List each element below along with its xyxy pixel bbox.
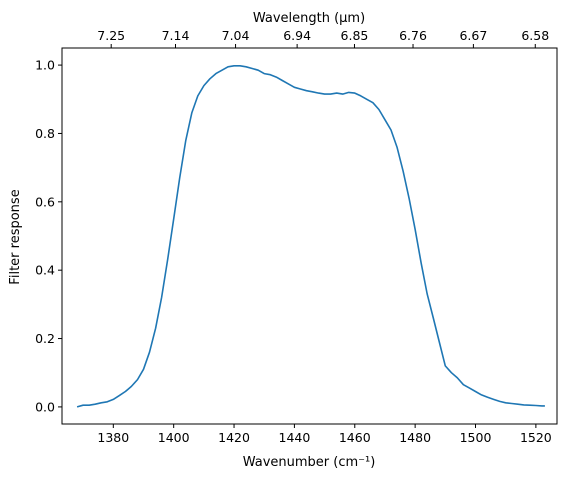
top-tick-label: 7.04 bbox=[222, 28, 250, 43]
y-axis: 0.0 0.2 0.4 0.6 0.8 1.0 bbox=[35, 58, 62, 414]
top-tick-label: 7.14 bbox=[162, 28, 190, 43]
curve-layer bbox=[76, 65, 545, 408]
x-tick-label: 1480 bbox=[399, 430, 431, 445]
bottom-x-axis: 1380 1400 1420 1440 1460 1480 1500 1520 bbox=[97, 424, 552, 445]
x-tick-label: 1500 bbox=[460, 430, 492, 445]
top-tick-label: 7.25 bbox=[97, 28, 125, 43]
filter-response-line bbox=[76, 65, 545, 408]
x-tick-label: 1460 bbox=[339, 430, 371, 445]
top-tick-label: 6.94 bbox=[283, 28, 311, 43]
top-x-axis: 7.25 7.14 7.04 6.94 6.85 6.76 6.67 6.58 bbox=[97, 28, 549, 48]
x-tick-label: 1440 bbox=[279, 430, 311, 445]
x-tick-label: 1400 bbox=[158, 430, 190, 445]
plot-frame bbox=[61, 47, 558, 425]
y-tick-label: 1.0 bbox=[35, 58, 55, 73]
y-tick-label: 0.4 bbox=[35, 263, 55, 278]
x-axis-title: Wavenumber (cm⁻¹) bbox=[243, 455, 376, 470]
y-tick-label: 0.8 bbox=[35, 126, 55, 141]
top-x-axis-title: Wavelength (μm) bbox=[253, 11, 365, 26]
top-tick-label: 6.76 bbox=[399, 28, 427, 43]
top-tick-label: 6.67 bbox=[459, 28, 487, 43]
y-tick-label: 0.2 bbox=[35, 331, 55, 346]
x-tick-label: 1380 bbox=[97, 430, 129, 445]
top-tick-label: 6.58 bbox=[521, 28, 549, 43]
x-tick-label: 1520 bbox=[520, 430, 552, 445]
y-tick-label: 0.0 bbox=[35, 399, 55, 414]
top-tick-label: 6.85 bbox=[341, 28, 369, 43]
y-axis-title: Filter response bbox=[8, 189, 23, 284]
x-tick-label: 1420 bbox=[218, 430, 250, 445]
y-tick-label: 0.6 bbox=[35, 194, 55, 209]
